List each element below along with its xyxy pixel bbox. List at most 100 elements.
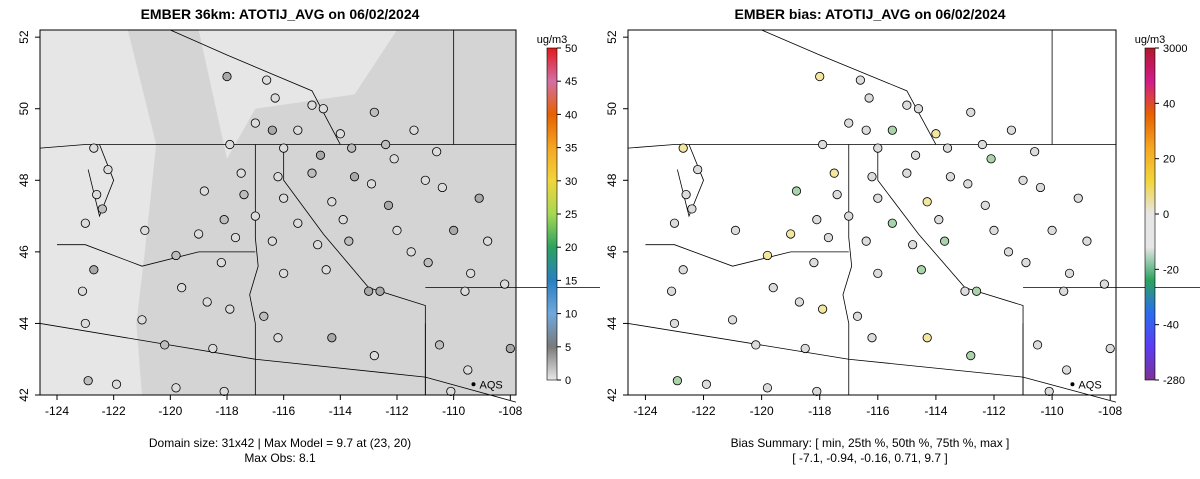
observation-site-marker <box>349 172 360 182</box>
observation-site-marker <box>701 379 712 389</box>
aqs-legend-dot <box>1070 382 1075 387</box>
observation-site-marker <box>1044 386 1054 397</box>
observation-site-marker <box>977 139 987 150</box>
observation-site-marker <box>83 376 93 386</box>
x-axis-tick-label: -124 <box>633 404 657 418</box>
observation-site-marker <box>989 225 999 235</box>
observation-site-marker <box>267 236 277 246</box>
x-axis-tick-label: -120 <box>750 404 774 418</box>
observation-site-marker <box>809 257 819 268</box>
observation-site-marker <box>934 215 944 225</box>
x-axis-tick-label: -116 <box>866 404 889 418</box>
colorbar-tick-label: 40 <box>1163 98 1175 110</box>
boundary-line <box>761 29 937 145</box>
boundary-line <box>877 144 1024 395</box>
observation-site-marker <box>681 190 691 200</box>
x-axis-tick-label: -114 <box>329 404 352 418</box>
left-map-panel: AQS -124 -122 -120 -118 -116 -114 -112 -110 -108 4… <box>17 29 600 418</box>
observation-site-marker <box>966 107 976 117</box>
observation-site-marker <box>409 125 419 135</box>
observation-site-marker <box>177 283 187 293</box>
observation-site-marker <box>171 250 181 261</box>
observation-site-marker <box>812 215 822 225</box>
x-axis-tick-label: -108 <box>498 404 522 418</box>
x-axis-tick-label: -110 <box>1041 404 1064 418</box>
observation-site-marker <box>315 150 326 160</box>
x-axis-tick-label: -112 <box>385 404 408 418</box>
observation-site-marker <box>916 265 926 275</box>
observation-site-marker <box>160 340 170 350</box>
boundary-line <box>645 244 849 267</box>
observation-site-marker <box>800 343 810 354</box>
observation-site-marker <box>867 333 877 343</box>
observation-site-marker <box>307 168 317 178</box>
observation-site-marker <box>855 75 865 85</box>
observation-site-marker <box>140 225 150 235</box>
x-axis-tick-label: -122 <box>692 404 716 418</box>
observation-site-marker <box>313 240 323 250</box>
observation-site-marker <box>460 286 470 296</box>
colorbar-tick-label: 45 <box>565 76 577 88</box>
observation-site-marker <box>338 215 348 225</box>
observation-site-marker <box>80 318 90 329</box>
observation-site-marker <box>687 204 697 214</box>
observation-site-marker <box>293 218 303 228</box>
observation-site-marker <box>225 139 235 150</box>
observation-site-marker <box>483 236 493 246</box>
observation-site-marker <box>474 193 484 203</box>
observation-site-marker <box>693 164 703 175</box>
observation-site-marker <box>466 268 476 278</box>
observation-site-marker <box>1099 279 1109 289</box>
observation-site-marker <box>922 333 932 343</box>
observation-site-marker <box>420 175 430 185</box>
colorbar-tick-label: 35 <box>565 143 577 155</box>
observation-site-marker <box>873 268 883 278</box>
observation-site-marker <box>446 386 456 397</box>
observation-site-marker <box>335 129 345 139</box>
observation-site-marker <box>80 218 90 228</box>
observation-site-marker <box>786 229 796 239</box>
observation-site-marker <box>279 268 289 278</box>
boundary-line <box>283 144 426 395</box>
right-map-panel: AQS -124 -122 -120 -118 -116 -114 -112 -110 -108 4… <box>605 29 1200 418</box>
observation-site-marker <box>500 279 510 289</box>
right-caption-line1: Bias Summary: [ min, 25th %, 50th %, 75t… <box>730 436 1010 450</box>
observation-site-marker <box>423 257 433 268</box>
observation-site-marker <box>791 186 802 196</box>
observation-site-marker <box>794 297 804 307</box>
observation-site-marker <box>666 286 677 296</box>
observation-site-marker <box>262 75 272 85</box>
observation-site-marker <box>922 197 932 207</box>
boundary-line <box>842 144 853 395</box>
observation-site-marker <box>762 250 773 261</box>
observation-site-marker <box>381 139 391 150</box>
x-axis-tick-label: -122 <box>102 404 126 418</box>
observation-site-marker <box>980 200 990 210</box>
aqs-legend-label: AQS <box>1078 379 1101 391</box>
y-axis-tick-label: 52 <box>17 30 31 44</box>
observation-site-marker <box>812 386 822 397</box>
x-axis-tick-label: -114 <box>924 404 947 418</box>
aqs-legend-dot <box>471 382 476 387</box>
observation-site-marker <box>406 247 416 257</box>
observation-site-marker <box>931 129 941 139</box>
y-axis-tick-label: 50 <box>605 102 619 116</box>
observation-site-marker <box>902 100 912 110</box>
observation-site-marker <box>940 236 950 246</box>
observation-site-marker <box>873 193 883 203</box>
observation-site-marker <box>222 71 232 82</box>
observation-site-marker <box>669 218 680 228</box>
observation-site-marker <box>669 318 680 329</box>
observation-site-marker <box>844 211 854 221</box>
observation-site-marker <box>910 150 921 160</box>
observation-site-marker <box>250 211 260 221</box>
boundary-line <box>57 244 256 267</box>
observation-site-marker <box>960 286 970 296</box>
observation-site-marker <box>267 125 277 135</box>
observation-site-marker <box>318 104 328 114</box>
observation-site-marker <box>383 200 394 210</box>
colorbar-tick-label: 3000 <box>1163 43 1187 55</box>
colorbar-tick-label: 0 <box>1163 209 1169 221</box>
x-axis-tick-label: -112 <box>982 404 1005 418</box>
y-axis-tick-label: 42 <box>605 388 619 402</box>
